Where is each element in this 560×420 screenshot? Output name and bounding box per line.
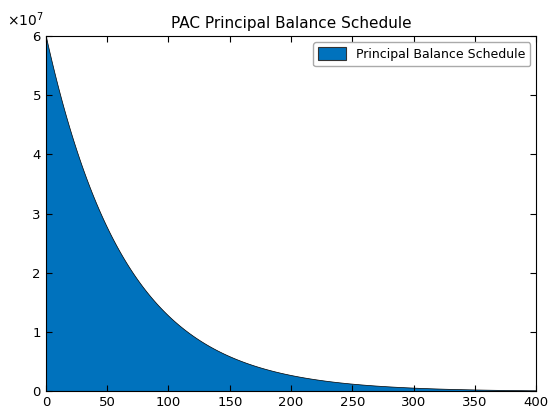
Title: PAC Principal Balance Schedule: PAC Principal Balance Schedule [171,16,412,31]
Legend: Principal Balance Schedule: Principal Balance Schedule [313,42,530,66]
Text: $\times$10$^7$: $\times$10$^7$ [7,10,43,29]
